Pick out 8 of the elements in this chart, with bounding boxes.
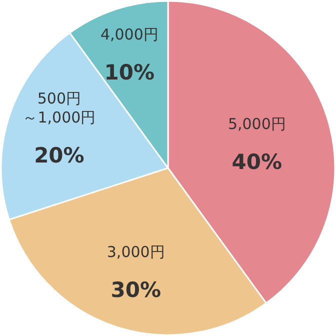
slice-label: 5,000円 <box>228 115 286 134</box>
data-label: 10% <box>104 60 155 84</box>
slice-label: 4,000円 <box>100 25 158 44</box>
data-label: 40% <box>232 150 282 174</box>
slice-label: 500円～1,000円 <box>22 90 96 127</box>
slice-label: 3,000円 <box>106 242 165 261</box>
data-label: 20% <box>34 144 84 168</box>
data-label: 30% <box>110 278 162 302</box>
